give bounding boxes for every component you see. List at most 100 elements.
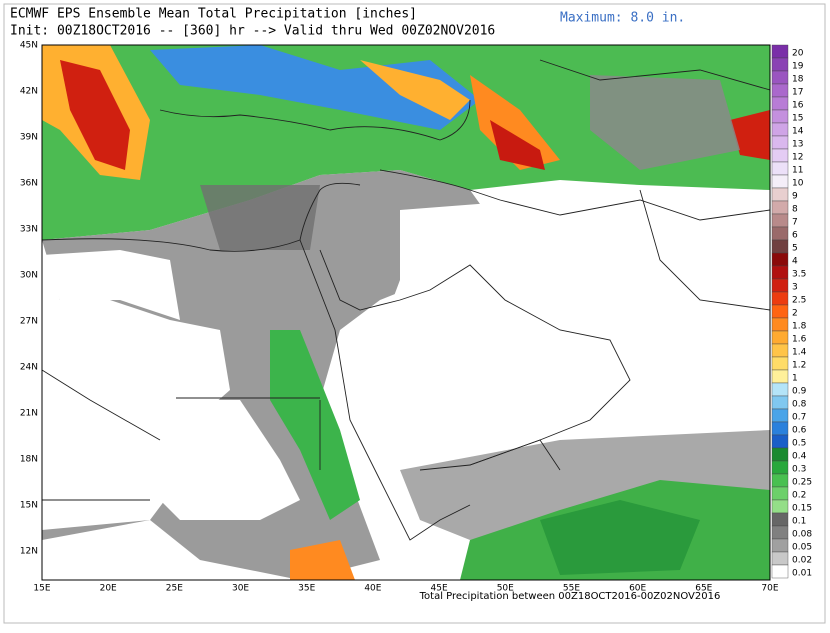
colorbar-label: 1.8 [792, 321, 807, 331]
colorbar-label: 12 [792, 152, 803, 162]
lat-label: 33N [20, 225, 38, 235]
colorbar-swatch [771, 473, 789, 488]
colorbar-swatch [771, 44, 789, 59]
colorbar-swatch [771, 564, 789, 579]
lat-label: 24N [20, 363, 38, 373]
coastlines [42, 59, 770, 541]
colorbar-swatch [771, 122, 789, 137]
colorbar-label: 14 [792, 126, 804, 136]
colorbar-label: 13 [792, 139, 803, 149]
colorbar-label: 1 [792, 373, 798, 383]
colorbar-swatch [771, 382, 789, 397]
colorbar-swatch [771, 96, 789, 111]
lon-label: 65E [695, 584, 712, 594]
colorbar-swatch [771, 460, 789, 475]
colorbar-swatch [771, 70, 789, 85]
colorbar-swatch [771, 187, 789, 202]
colorbar-swatch [771, 421, 789, 436]
colorbar-label: 5 [792, 243, 798, 253]
lat-label: 21N [20, 409, 38, 419]
lon-label: 30E [232, 584, 249, 594]
map-frame [41, 44, 771, 581]
colorbar-swatch [771, 135, 789, 150]
colorbar-swatch [771, 499, 789, 514]
colorbar-label: 0.4 [792, 451, 807, 461]
lat-label: 45N [20, 41, 38, 51]
colorbar-label: 3 [792, 282, 798, 292]
colorbar-swatch [771, 304, 789, 319]
colorbar-swatch [771, 239, 789, 254]
colorbar-label: 1.6 [792, 334, 807, 344]
colorbar-label: 2 [792, 308, 798, 318]
colorbar-swatch [771, 408, 789, 423]
colorbar-swatch [771, 317, 789, 332]
colorbar-label: 0.05 [792, 542, 812, 552]
colorbar-label: 7 [792, 217, 798, 227]
lon-label: 60E [629, 584, 646, 594]
colorbar-label: 3.5 [792, 269, 806, 279]
footer: Total Precipitation between 00Z18OCT2016… [419, 591, 721, 602]
colorbar-label: 0.01 [792, 568, 812, 578]
colorbar-swatch [771, 265, 789, 280]
lon-label: 50E [497, 584, 514, 594]
colorbar-label: 2.5 [792, 295, 806, 305]
colorbar-label: 4 [792, 256, 798, 266]
colorbar-swatch [771, 291, 789, 306]
lon-label: 70E [761, 584, 778, 594]
colorbar-label: 15 [792, 113, 803, 123]
colorbar-swatch [771, 226, 789, 241]
lat-label: 42N [20, 87, 38, 97]
colorbar-swatch [771, 343, 789, 358]
colorbar-label: 17 [792, 87, 803, 97]
lat-label: 15N [20, 501, 38, 511]
colorbar-label: 0.7 [792, 412, 806, 422]
colorbar-label: 19 [792, 61, 804, 71]
colorbar-swatch [771, 356, 789, 371]
colorbar-label: 0.6 [792, 425, 807, 435]
colorbar-label: 11 [792, 165, 803, 175]
colorbar-swatch [771, 512, 789, 527]
lon-label: 40E [364, 584, 381, 594]
colorbar-swatch [771, 278, 789, 293]
colorbar-swatch [771, 161, 789, 176]
lon-label: 45E [431, 584, 448, 594]
colorbar-label: 0.9 [792, 386, 807, 396]
lon-label: 20E [100, 584, 117, 594]
colorbar-swatch [771, 525, 789, 540]
lat-label: 27N [20, 317, 38, 327]
colorbar-label: 8 [792, 204, 798, 214]
colorbar-label: 0.08 [792, 529, 812, 539]
colorbar-label: 10 [792, 178, 804, 188]
colorbar-swatch [771, 434, 789, 449]
colorbar-swatch [771, 200, 789, 215]
colorbar-swatch [771, 57, 789, 72]
maximum: Maximum: 8.0 in. [560, 11, 685, 26]
colorbar-label: 9 [792, 191, 798, 201]
colorbar-label: 0.5 [792, 438, 806, 448]
colorbar-label: 6 [792, 230, 798, 240]
colorbar-swatch [771, 109, 789, 124]
colorbar-swatch [771, 369, 789, 384]
colorbar-swatch [771, 486, 789, 501]
colorbar-swatch [771, 447, 789, 462]
colorbar-swatch [771, 174, 789, 189]
colorbar-swatch [771, 330, 789, 345]
lat-label: 39N [20, 133, 38, 143]
colorbar-swatch [771, 395, 789, 410]
colorbar-swatch [771, 538, 789, 553]
colorbar-label: 1.2 [792, 360, 806, 370]
colorbar-swatch [771, 83, 789, 98]
subtitle: Init: 00Z18OCT2016 -- [360] hr --> Valid… [10, 24, 495, 39]
colorbar-label: 18 [792, 74, 804, 84]
map [41, 44, 771, 581]
colorbar-label: 0.3 [792, 464, 806, 474]
colorbar-swatch [771, 148, 789, 163]
colorbar-label: 20 [792, 48, 804, 58]
lat-label: 36N [20, 179, 38, 189]
lat-label: 18N [20, 455, 38, 465]
colorbar-label: 0.8 [792, 399, 807, 409]
colorbar-label: 1.4 [792, 347, 807, 357]
colorbar-label: 16 [792, 100, 804, 110]
lon-label: 15E [33, 584, 50, 594]
